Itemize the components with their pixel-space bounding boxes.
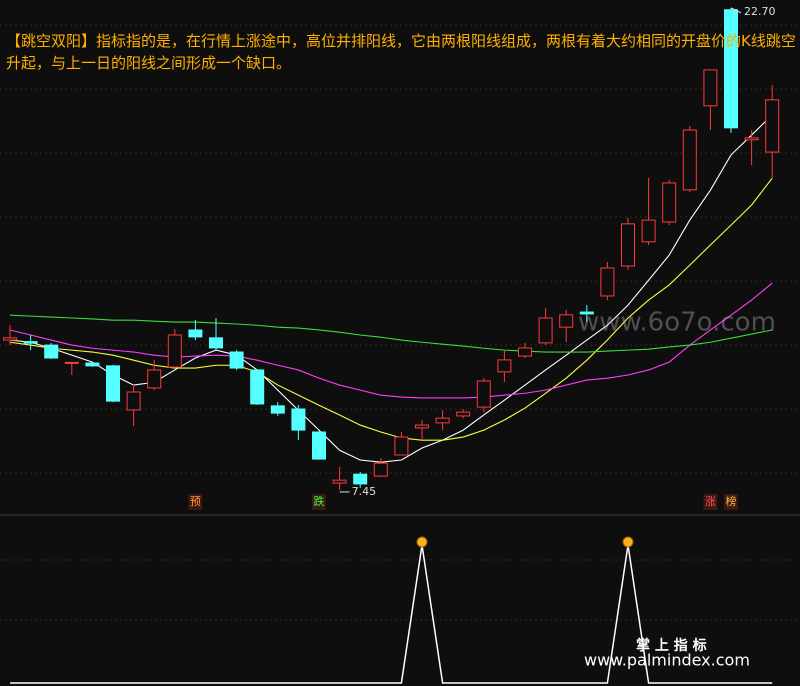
- chart-title: 【跳空双阳】指标指的是，在行情上涨途中，高位并排阳线，它由两根阳线组成，两根有着…: [6, 32, 796, 72]
- watermark: www.palmindex.com: [584, 651, 750, 670]
- candle-body: [353, 473, 368, 485]
- moving-average-line: [9, 314, 773, 353]
- candle-body: [600, 267, 615, 297]
- candle-body: [44, 344, 59, 359]
- watermark: www.6o7o.com: [578, 308, 776, 338]
- candle-body: [106, 365, 120, 402]
- signal-box: [188, 494, 203, 510]
- candle-body: [373, 462, 388, 477]
- candle-body: [312, 431, 326, 460]
- candle-body: [188, 329, 203, 338]
- candle-body: [167, 334, 182, 368]
- candle-body: [64, 361, 79, 364]
- candle-body: [332, 479, 347, 484]
- candle-body: [703, 69, 718, 107]
- signal-coin: [622, 536, 634, 548]
- candle-body: [270, 405, 285, 414]
- max-arrow: [730, 7, 742, 14]
- candle-body: [538, 317, 553, 344]
- min-label: 7.45: [352, 485, 377, 498]
- candle-body: [682, 129, 697, 191]
- signal-label: 跌: [314, 494, 325, 508]
- candle-body: [765, 99, 780, 153]
- candle-body: [435, 417, 450, 424]
- candle-body: [744, 137, 759, 141]
- candle-body: [250, 369, 265, 405]
- candle-body: [209, 337, 223, 349]
- candle-body: [3, 337, 17, 341]
- candle-body: [126, 391, 141, 411]
- candle-body: [579, 311, 594, 315]
- candle-body: [621, 223, 635, 267]
- candle-body: [518, 347, 532, 357]
- max-label: 22.70: [744, 5, 776, 18]
- signal-label: 预: [190, 495, 201, 508]
- indicator-line: [10, 544, 773, 684]
- candle-body: [229, 351, 244, 369]
- signal-box: [724, 494, 738, 510]
- candle-body: [456, 411, 471, 417]
- moving-average-line: [9, 114, 773, 463]
- candle-body: [291, 408, 306, 431]
- signal-box: [703, 494, 718, 510]
- signal-label: 涨: [705, 495, 716, 508]
- candle-body: [497, 359, 512, 373]
- moving-average-line: [9, 177, 773, 441]
- candle-body: [394, 436, 409, 456]
- moving-average-line: [9, 282, 773, 399]
- watermark: 掌 上 指 标: [636, 637, 707, 654]
- candle-body: [85, 362, 100, 367]
- candle-body: [147, 369, 162, 389]
- signal-coin: [416, 536, 428, 548]
- candle-body: [641, 219, 656, 243]
- signal-box: [312, 494, 326, 510]
- candle-body: [23, 341, 38, 344]
- candle-body: [662, 182, 677, 223]
- candle-body: [724, 9, 738, 129]
- candle-body: [415, 424, 429, 429]
- candle-body: [559, 314, 574, 328]
- signal-label: 榜: [726, 494, 737, 508]
- candle-body: [476, 380, 491, 408]
